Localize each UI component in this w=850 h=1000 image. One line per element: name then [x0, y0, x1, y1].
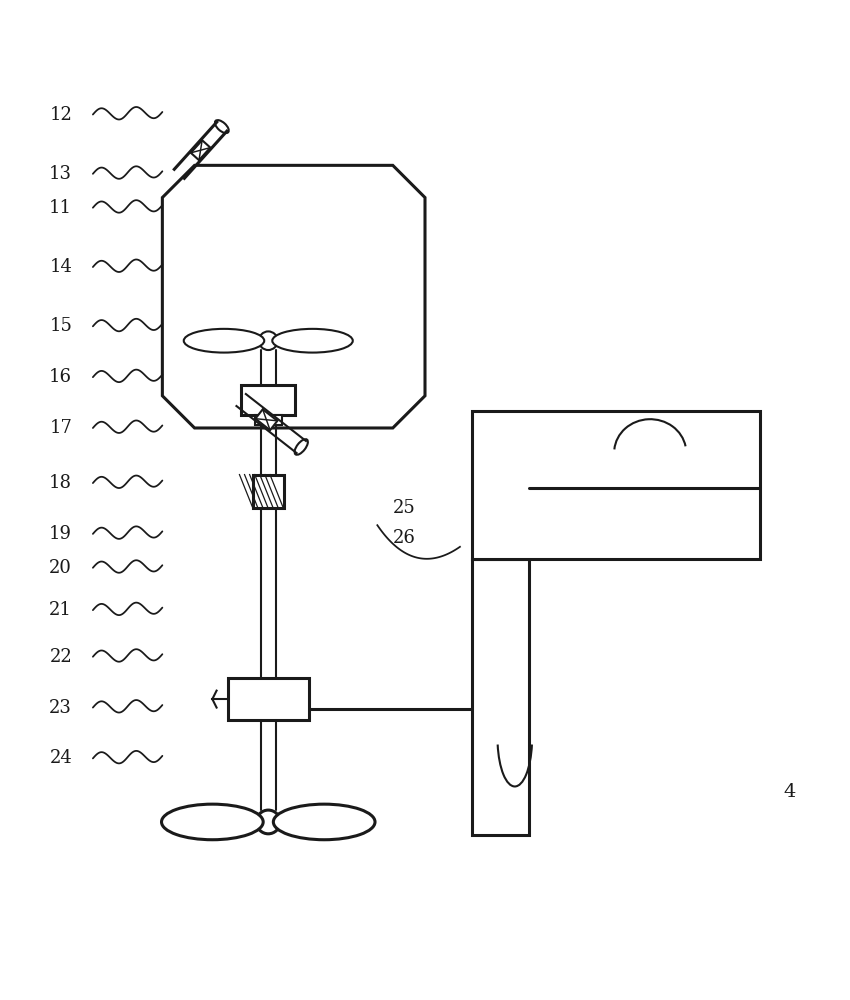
Text: 15: 15 [49, 317, 72, 335]
Text: 16: 16 [49, 368, 72, 386]
Text: 19: 19 [49, 525, 72, 543]
Text: 18: 18 [49, 474, 72, 492]
Polygon shape [190, 140, 210, 160]
Text: 21: 21 [49, 601, 72, 619]
Ellipse shape [215, 120, 229, 133]
Text: 20: 20 [49, 559, 72, 577]
Bar [472, 411, 760, 559]
Text: 13: 13 [49, 165, 72, 183]
Polygon shape [255, 409, 277, 430]
Text: 25: 25 [393, 499, 415, 517]
Circle shape [257, 810, 280, 834]
Polygon shape [162, 165, 425, 428]
Ellipse shape [295, 439, 308, 455]
Text: 22: 22 [49, 648, 72, 666]
Text: 23: 23 [49, 699, 72, 717]
Text: 14: 14 [49, 258, 72, 276]
Bar [241, 385, 296, 415]
Text: 4: 4 [783, 783, 796, 801]
Ellipse shape [162, 804, 264, 840]
Bar [472, 559, 530, 835]
Text: 11: 11 [49, 199, 72, 217]
Text: 12: 12 [49, 106, 72, 124]
Text: 17: 17 [49, 419, 72, 437]
Ellipse shape [272, 329, 353, 353]
Bar [253, 475, 284, 508]
Text: 24: 24 [49, 749, 72, 767]
Text: 26: 26 [393, 529, 416, 547]
Bar [228, 678, 309, 720]
Ellipse shape [184, 329, 264, 353]
Bar [254, 415, 282, 425]
Circle shape [259, 331, 278, 350]
Ellipse shape [274, 804, 375, 840]
